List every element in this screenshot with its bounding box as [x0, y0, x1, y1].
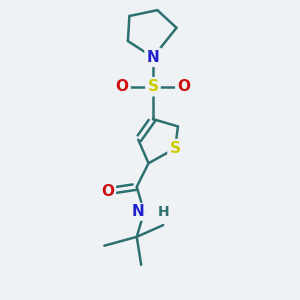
Text: S: S	[169, 141, 181, 156]
Text: O: O	[101, 184, 114, 199]
Text: N: N	[147, 50, 159, 65]
Text: S: S	[147, 79, 158, 94]
Text: O: O	[116, 79, 128, 94]
Text: H: H	[158, 205, 169, 219]
Text: N: N	[131, 204, 144, 219]
Text: O: O	[177, 79, 190, 94]
